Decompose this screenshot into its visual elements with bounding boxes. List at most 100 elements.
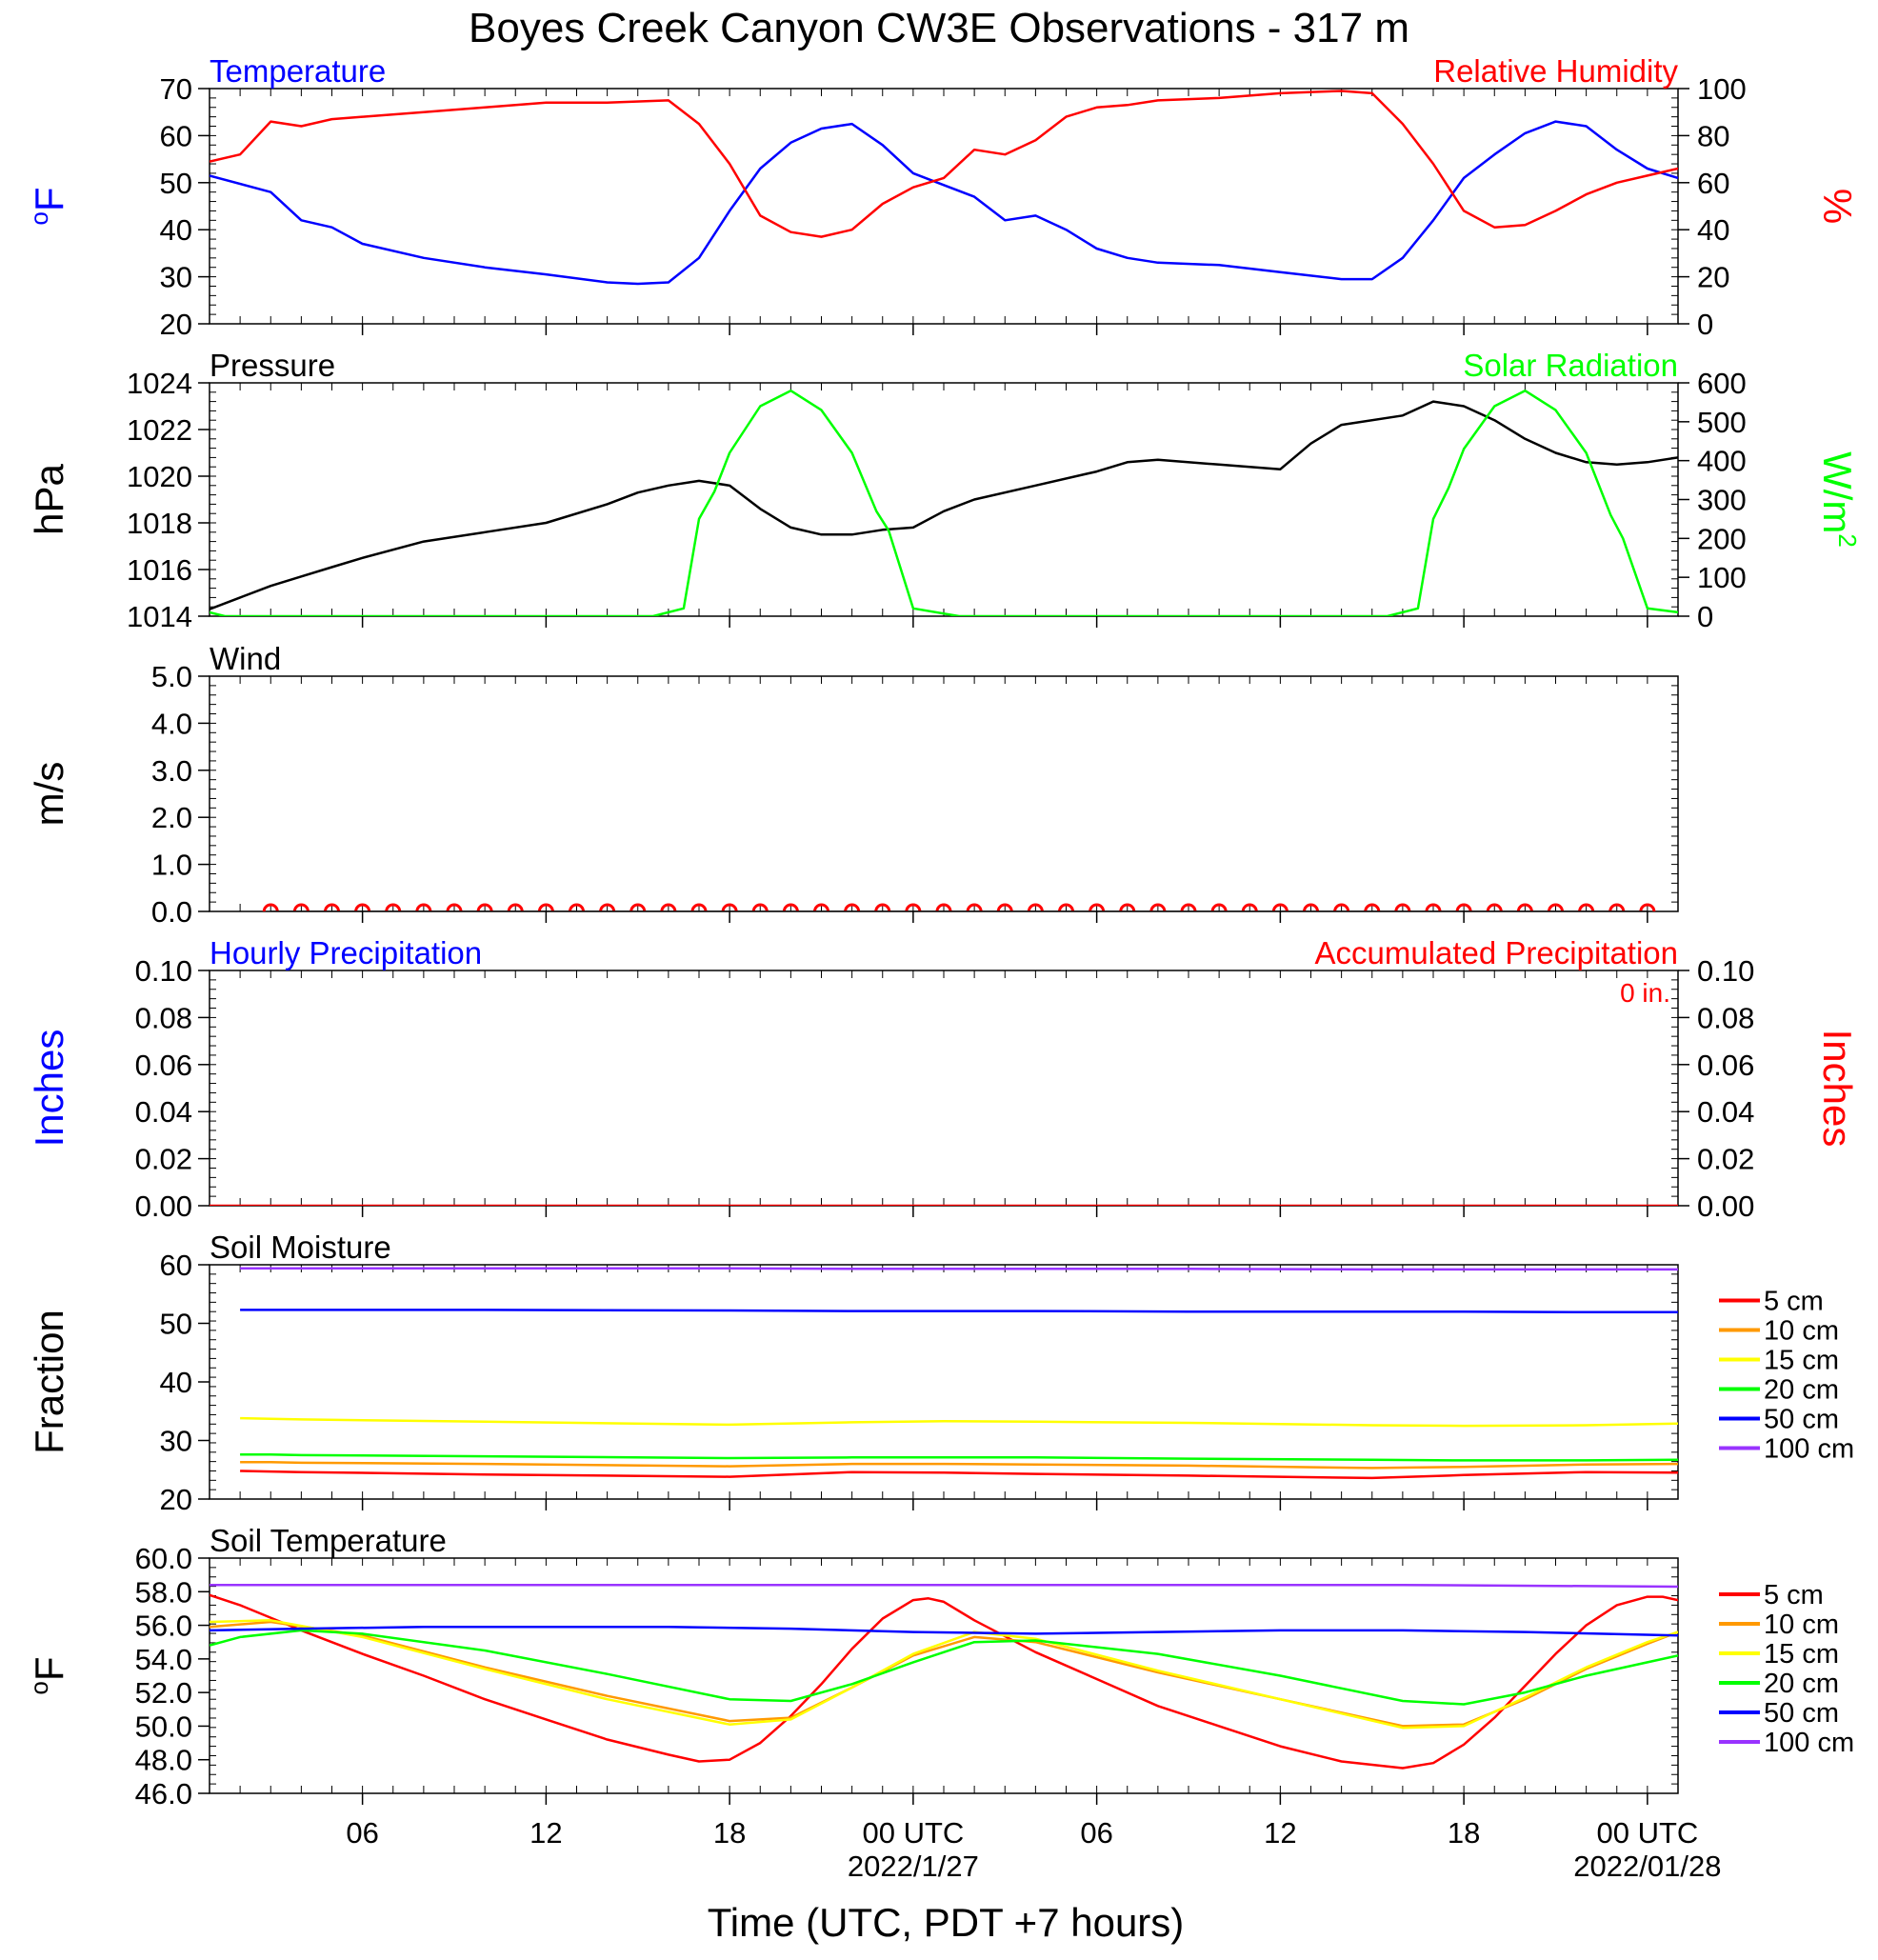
50-cm-line — [240, 1309, 1678, 1314]
panel-annotation: 0 in. — [1620, 978, 1670, 1008]
wind-point — [1516, 903, 1533, 911]
legend-label: 100 cm — [1764, 1728, 1854, 1758]
wind-point — [1149, 903, 1167, 911]
y-axis-label-right-main: Inches — [1815, 1030, 1860, 1148]
10-cm-line — [210, 1620, 1678, 1728]
right-tick-label: 0.10 — [1697, 954, 1754, 988]
legend-label: 50 cm — [1764, 1698, 1839, 1729]
right-tick-label: 500 — [1697, 406, 1747, 439]
legend-label: 5 cm — [1764, 1580, 1824, 1610]
wind-point — [385, 903, 402, 911]
left-tick-label: 1014 — [127, 600, 192, 633]
right-tick-label: 0.06 — [1697, 1049, 1754, 1082]
plot-frame — [209, 675, 1679, 912]
left-tick-label: 40 — [160, 213, 192, 247]
left-tick-label: 60.0 — [135, 1542, 192, 1575]
y-axis-label-right: Inches — [1815, 1030, 1860, 1148]
left-tick-label: 0.10 — [135, 954, 192, 988]
left-tick-label: 1020 — [127, 460, 192, 493]
left-tick-label: 2.0 — [151, 801, 192, 834]
wind-point — [292, 903, 310, 911]
x-tick-label: 18 — [713, 1816, 746, 1850]
wind-point — [1027, 903, 1044, 911]
100-cm-line — [240, 1267, 1678, 1271]
panel-title-right: Relative Humidity — [1433, 53, 1678, 89]
left-tick-label: 4.0 — [151, 707, 192, 740]
wind-point — [721, 903, 738, 911]
left-tick-label: 60 — [160, 119, 192, 152]
y-axis-label-left-sup: o — [25, 1681, 53, 1694]
plot-frame — [209, 1557, 1679, 1794]
left-tick-label: 48.0 — [135, 1744, 192, 1777]
wind-point — [354, 903, 371, 911]
left-tick-label: 30 — [160, 1425, 192, 1458]
20-cm-line — [240, 1453, 1678, 1462]
100-cm-line — [210, 1583, 1678, 1589]
wind-point — [996, 903, 1013, 911]
legend-label: 10 cm — [1764, 1610, 1839, 1640]
right-tick-label: 600 — [1697, 367, 1747, 400]
wind-point — [1333, 903, 1350, 911]
y-axis-label-left: Inches — [27, 1030, 71, 1148]
left-tick-label: 52.0 — [135, 1676, 192, 1710]
x-tick-label: 18 — [1448, 1816, 1480, 1850]
panel-data — [210, 90, 1678, 286]
left-tick-label: 30 — [160, 261, 192, 294]
20-cm-line — [210, 1629, 1678, 1706]
wind-point — [905, 903, 922, 911]
panel-title-left: Hourly Precipitation — [210, 935, 482, 970]
panel-title-right: Solar Radiation — [1463, 348, 1678, 383]
50-cm-line — [210, 1626, 1678, 1637]
wind-point — [1058, 903, 1074, 911]
plot-frame — [209, 382, 1679, 617]
panel-title-left: Pressure — [210, 348, 335, 383]
left-tick-label: 58.0 — [135, 1575, 192, 1609]
plot-frame — [209, 88, 1679, 325]
y-axis-label-left: Fraction — [27, 1310, 71, 1454]
right-tick-label: 400 — [1697, 445, 1747, 478]
x-tick-label: 00 UTC — [862, 1816, 964, 1850]
15-cm-line — [240, 1416, 1678, 1428]
left-tick-label: 56.0 — [135, 1610, 192, 1643]
right-tick-label: 100 — [1697, 561, 1747, 594]
panel-title-left: Soil Temperature — [210, 1523, 447, 1558]
wind-point — [782, 903, 799, 911]
wind-point — [1089, 903, 1106, 911]
left-tick-label: 50 — [160, 1308, 192, 1341]
5-cm-line — [240, 1470, 1678, 1480]
left-tick-label: 0.04 — [135, 1095, 192, 1129]
relative-humidity-line — [210, 90, 1678, 238]
left-tick-label: 0.06 — [135, 1049, 192, 1082]
wind-point — [751, 903, 769, 911]
wind-point — [507, 903, 524, 911]
right-tick-label: 40 — [1697, 213, 1729, 247]
wind-point — [935, 903, 952, 911]
wind-point — [415, 903, 432, 911]
y-axis-label-left-main: F — [27, 187, 71, 211]
left-tick-label: 50.0 — [135, 1710, 192, 1743]
left-tick-label: 5.0 — [151, 660, 192, 693]
y-axis-label-right-main: W/m — [1815, 451, 1860, 533]
wind-point — [569, 903, 585, 911]
wind-point — [1303, 903, 1319, 911]
wind-point — [874, 903, 891, 911]
right-tick-label: 20 — [1697, 261, 1729, 294]
x-axis-label: Time (UTC, PDT +7 hours) — [708, 1900, 1185, 1945]
left-tick-label: 54.0 — [135, 1643, 192, 1676]
left-tick-label: 20 — [160, 308, 192, 341]
wind-point — [1364, 903, 1381, 911]
y-axis-label-left: m/s — [27, 762, 71, 827]
wind-point — [446, 903, 463, 911]
left-tick-label: 60 — [160, 1249, 192, 1282]
panel-6: 60.058.056.054.052.050.048.046.0 Soil Tem… — [25, 1523, 1854, 1810]
right-tick-label: 100 — [1697, 72, 1747, 106]
panel-title-left: Wind — [210, 641, 281, 676]
right-tick-label: 0.00 — [1697, 1190, 1754, 1223]
plot-frame — [209, 970, 1679, 1207]
wind-point — [1119, 903, 1136, 911]
panel-4: 0.10 0.08 0.06 0.04 0.02 0.00 0.10 0.08 0.06 0.04… — [27, 935, 1860, 1223]
